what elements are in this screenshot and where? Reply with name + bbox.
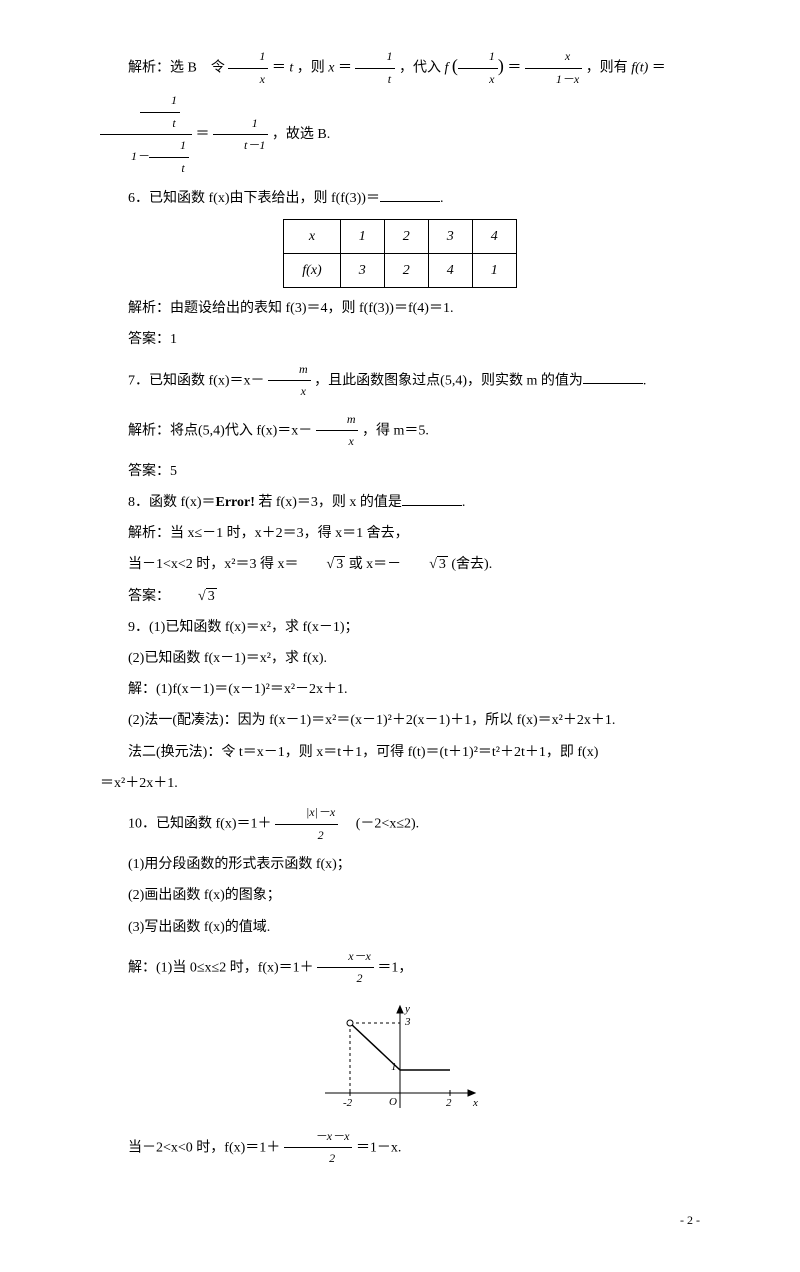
p6-analysis: 解析：由题设给出的表知 f(3)＝4，则 f(f(3))＝f(4)＝1.: [100, 296, 700, 321]
frac-xmx: x－x2: [317, 946, 374, 990]
p6-table: x 1 2 3 4 f(x) 3 2 4 1: [283, 219, 516, 288]
p9-l3: 解：(1)f(x－1)＝(x－1)²＝x²－2x＋1.: [100, 677, 700, 702]
blank: [402, 491, 462, 506]
p10-sol1: 解：(1)当 0≤x≤2 时，f(x)＝1＋ x－x2 ＝1，: [100, 946, 700, 990]
error-text: Error!: [216, 495, 255, 510]
p10-l3: (3)写出函数 f(x)的值域.: [100, 915, 700, 940]
p7-stem: 7．已知函数 f(x)＝x－ mx ，且此函数图象过点(5,4)，则实数 m 的…: [100, 359, 700, 403]
graph-label-ytop: 3: [404, 1016, 411, 1028]
frac-m-over-x: mx: [268, 359, 311, 403]
graph-label-xright: 2: [446, 1097, 452, 1109]
p10-l2: (2)画出函数 f(x)的图象；: [100, 883, 700, 908]
p6-stem: 6．已知函数 f(x)由下表给出，则 f(f(3))＝.: [100, 186, 700, 211]
p10-stem: 10．已知函数 f(x)＝1＋ |x|－x2 (－2<x≤2).: [100, 802, 700, 846]
graph-label-y1: 1: [391, 1061, 397, 1073]
p10-l1: (1)用分段函数的形式表示函数 f(x)；: [100, 852, 700, 877]
p5-analysis: 解析：选 B 令 1x ＝ t ，则 x ＝ 1t ，代入 f (1x) ＝ x…: [100, 46, 700, 180]
p10-sol2: 当－2<x<0 时，f(x)＝1＋ －x－x2 ＝1－x.: [100, 1126, 700, 1170]
p8-anal2: 当－1<x<2 时，x²＝3 得 x＝3 或 x＝－3 (舍去).: [100, 552, 700, 577]
p8-answer: 答案：3: [100, 584, 700, 609]
p9-l4: (2)法一(配凑法)：因为 f(x－1)＝x²＝(x－1)²＋2(x－1)＋1，…: [100, 708, 700, 733]
graph-label-x: x: [472, 1097, 478, 1109]
frac-1-over-t: 1t: [355, 46, 395, 90]
graph-label-xleft: -2: [343, 1097, 353, 1109]
p6-answer: 答案：1: [100, 327, 700, 352]
frac-mxmx: －x－x2: [284, 1126, 353, 1170]
frac-1-over-tm1: 1t－1: [213, 113, 268, 157]
p8-anal1: 解析：当 x≤－1 时，x＋2＝3，得 x＝1 舍去，: [100, 521, 700, 546]
p9-l6: ＝x²＋2x＋1.: [100, 771, 700, 796]
blank: [380, 187, 440, 202]
frac-1-over-x: 1x: [228, 46, 268, 90]
frac-x-over-1mx: x1－x: [525, 46, 582, 90]
p5-prefix: 解析：选 B 令: [128, 60, 225, 75]
sqrt-icon: 3: [299, 552, 346, 577]
frac-absx-mx: |x|－x2: [275, 802, 338, 846]
p8-stem: 8．函数 f(x)＝Error! 若 f(x)＝3，则 x 的值是.: [100, 490, 700, 515]
p10-graph: -2 2 3 1 O x y: [315, 998, 485, 1118]
p7-answer: 答案：5: [100, 459, 700, 484]
table-row: f(x) 3 2 4 1: [284, 253, 516, 287]
blank: [583, 369, 643, 384]
frac-big: 1t 1－1t: [100, 90, 192, 179]
sqrt-icon: 3: [170, 584, 217, 609]
p9-l5: 法二(换元法)：令 t＝x－1，则 x＝t＋1，可得 f(t)＝(t＋1)²＝t…: [100, 740, 700, 765]
graph-label-O: O: [389, 1096, 397, 1108]
table-row: x 1 2 3 4: [284, 219, 516, 253]
p9-l2: (2)已知函数 f(x－1)＝x²，求 f(x).: [100, 646, 700, 671]
p9-l1: 9．(1)已知函数 f(x)＝x²，求 f(x－1)；: [100, 615, 700, 640]
frac-arg: 1x: [458, 46, 498, 90]
frac-m-over-x-2: mx: [316, 409, 359, 453]
graph-label-y: y: [404, 1003, 410, 1015]
p7-analysis: 解析：将点(5,4)代入 f(x)＝x－ mx ，得 m＝5.: [100, 409, 700, 453]
sqrt-icon: 3: [401, 552, 448, 577]
page-footer: - 2 -: [100, 1210, 700, 1232]
